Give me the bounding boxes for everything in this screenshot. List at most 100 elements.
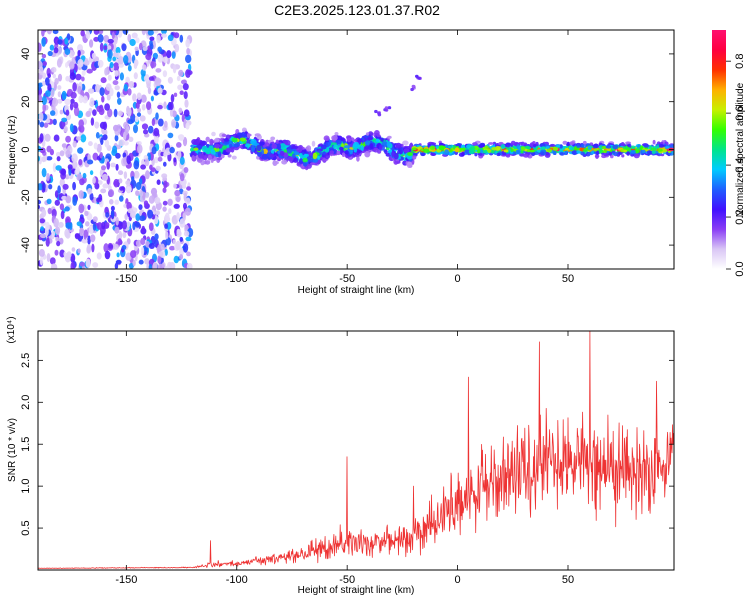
spectrogram-cell <box>52 73 56 79</box>
snr-x-tick-label: 0 <box>455 574 461 586</box>
spectrogram-cell <box>64 98 71 106</box>
spectrogram-cell <box>641 149 646 154</box>
spectrogram-cell <box>59 150 65 157</box>
spectrogram-cell <box>526 149 531 153</box>
spectrogram-cell <box>154 197 161 204</box>
spectrogram-cell <box>96 143 102 153</box>
spectrogram-cell <box>660 153 665 157</box>
spectrogram-cell <box>239 137 246 142</box>
spectrogram-cell <box>41 156 46 163</box>
spectrogram-cell <box>55 236 59 242</box>
spectrogram-cell <box>163 120 168 128</box>
spectrogram-cell <box>387 135 392 139</box>
spectrogram-cell <box>163 180 168 189</box>
spectrogram-cell <box>78 95 84 104</box>
spectrogram-cell <box>66 33 71 41</box>
spectrogram-cell <box>126 155 131 165</box>
spectrogram-x-tick-label: -150 <box>115 273 137 285</box>
spectrogram-cell <box>591 150 595 155</box>
spectrogram-cell <box>77 147 84 154</box>
colorbar-tick-label: 0.6 <box>734 105 746 120</box>
spectrogram-cell <box>78 203 85 214</box>
spectrogram-cell <box>474 152 478 157</box>
spectrogram-cell <box>136 112 142 117</box>
spectrogram-cell <box>44 77 50 86</box>
spectrogram-cell <box>55 151 61 158</box>
spectrogram-cell <box>87 204 91 210</box>
spectrogram-cell <box>336 135 343 141</box>
spectrogram-cell <box>231 137 238 143</box>
spectrogram-cell <box>185 122 190 130</box>
spectrogram-cell <box>364 151 371 158</box>
spectrogram-cell <box>41 53 47 59</box>
spectrogram-cell <box>287 156 294 162</box>
spectrogram-cell <box>85 110 92 117</box>
spectrogram-cell <box>625 141 632 145</box>
spectrogram-cell <box>582 140 587 145</box>
spectrogram-cell <box>38 199 42 205</box>
spectrogram-cell <box>165 231 169 240</box>
spectrogram-cell <box>81 238 88 244</box>
spectrogram-cell <box>483 149 488 154</box>
spectrogram-cell <box>172 239 176 245</box>
spectrogram-cell <box>91 243 95 253</box>
spectrogram-cell <box>162 200 168 206</box>
spectrogram-cell <box>251 145 255 152</box>
spectrogram-cell <box>65 109 70 116</box>
spectrogram-cell <box>562 140 568 145</box>
spectrogram-cell <box>294 151 300 156</box>
spectrogram-cell <box>388 149 393 153</box>
spectrogram-cell <box>126 201 132 211</box>
spectrogram-cell <box>99 42 104 52</box>
spectrogram-cell <box>298 153 303 157</box>
spectrogram-x-axis: -150 -100 -50 0 50 <box>115 30 574 285</box>
spectrogram-cell <box>650 147 657 151</box>
spectrogram-cell <box>128 262 134 269</box>
spectrogram-cell <box>105 212 110 218</box>
snr-frame <box>37 330 675 571</box>
spectrogram-cell <box>97 59 104 68</box>
spectrogram-y-tick-label: 40 <box>20 48 32 60</box>
spectrogram-cell <box>284 139 291 146</box>
spectrogram-cell <box>137 107 142 113</box>
spectrogram-cell <box>106 94 111 101</box>
spectrogram-cell <box>96 222 103 230</box>
spectrogram-cell <box>596 150 600 156</box>
spectrogram-cell <box>566 141 570 147</box>
spectrogram-cell <box>173 92 178 98</box>
spectrogram-cell <box>364 145 370 150</box>
spectrogram-cell <box>198 153 205 159</box>
spectrogram-cell <box>128 81 135 88</box>
spectrogram-cell <box>135 213 140 222</box>
spectrogram-cell <box>101 221 106 230</box>
spectrogram-cell <box>49 44 55 51</box>
spectrogram-cell <box>176 230 182 238</box>
spectrogram-cell <box>157 46 162 53</box>
spectrogram-cell <box>59 109 64 115</box>
spectrogram-cell <box>347 137 352 143</box>
spectrogram-cell <box>132 221 136 231</box>
spectrogram-cell <box>157 263 164 269</box>
spectrogram-cell <box>227 154 232 158</box>
spectrogram-cell <box>490 149 495 154</box>
spectrogram-cell <box>494 146 501 151</box>
spectrogram-cell <box>162 70 168 78</box>
spectrogram-cell <box>183 167 189 173</box>
spectrogram-cell <box>429 145 436 150</box>
spectrogram-cell <box>283 152 289 158</box>
spectrogram-cell <box>115 163 119 171</box>
spectrogram-cell <box>59 249 65 258</box>
spectrogram-cell <box>288 146 292 150</box>
spectrogram-cell <box>153 127 160 137</box>
spectrogram-cell <box>135 182 142 190</box>
spectrogram-cell <box>103 35 110 43</box>
spectrogram-cell <box>458 152 465 157</box>
spectrogram-cell <box>69 72 76 80</box>
spectrogram-cell <box>41 209 47 218</box>
spectrogram-cell <box>104 222 110 228</box>
spectrogram-cell <box>204 160 211 165</box>
spectrogram-cell <box>186 263 193 269</box>
spectrogram-cell <box>241 127 247 133</box>
spectrogram-cell <box>104 139 110 148</box>
spectrogram-cell <box>182 243 189 253</box>
